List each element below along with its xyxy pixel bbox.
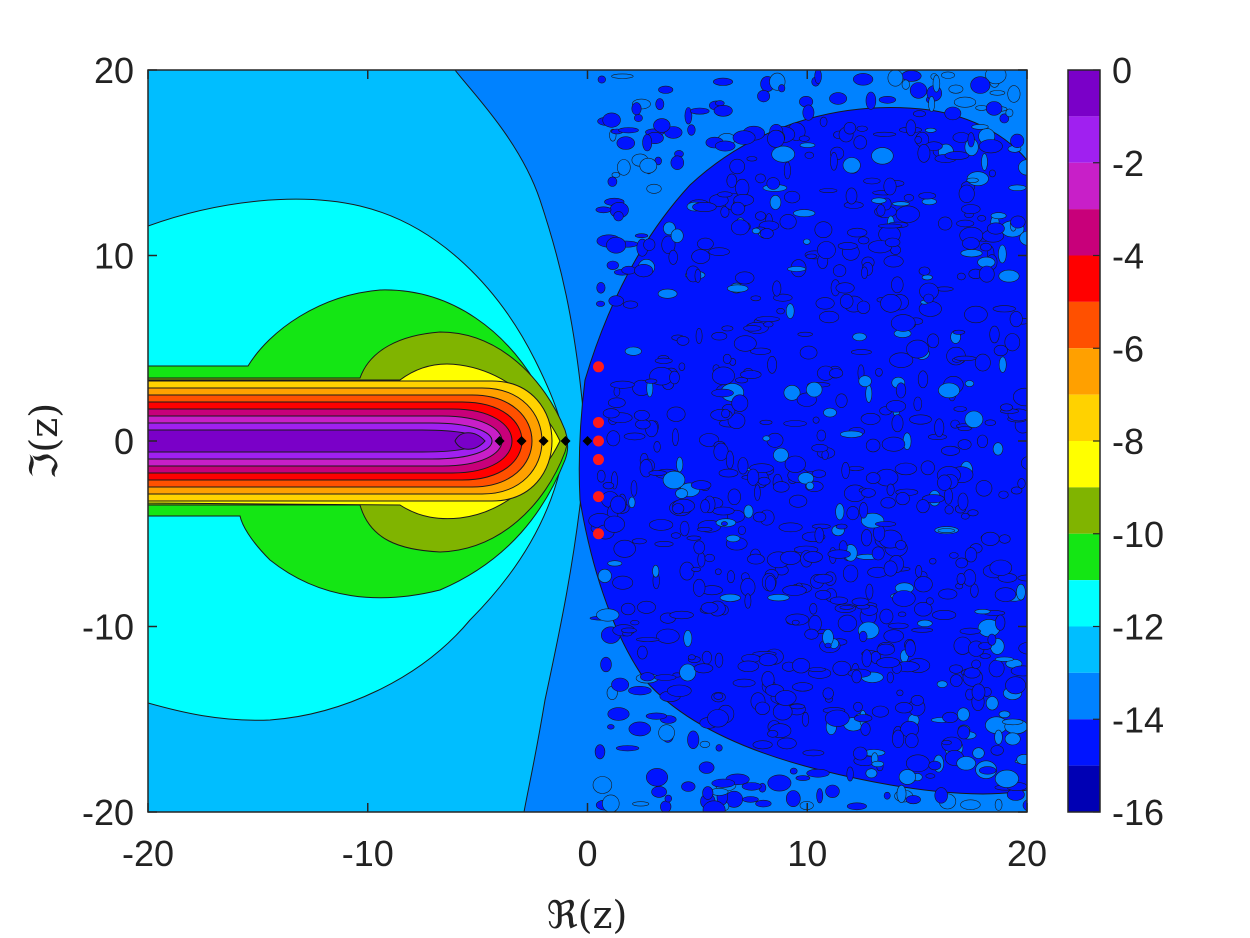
colorbar-swatch [1068, 441, 1100, 488]
y-tick-label: 0 [114, 421, 134, 462]
colorbar-swatch [1068, 533, 1100, 581]
x-tick-label: 20 [1007, 833, 1047, 874]
red-marker [592, 454, 604, 466]
colorbar-swatch [1068, 580, 1100, 627]
colorbar-swatch [1068, 719, 1100, 766]
colorbar-swatch [1068, 209, 1100, 256]
black-marker [516, 436, 527, 446]
colorbar: 0 -2 -4 -6 -8 -10 -12 -14 -16 [1067, 50, 1164, 833]
red-marker [592, 528, 604, 540]
x-tick-label: -10 [342, 833, 394, 874]
colorbar-swatch [1068, 394, 1100, 441]
red-marker [592, 435, 604, 447]
colorbar-swatch [1068, 301, 1100, 349]
colorbar-tick-label: -6 [1112, 328, 1144, 369]
colorbar-swatch [1068, 487, 1100, 534]
colorbar-swatch [1068, 70, 1100, 117]
colorbar-swatch [1068, 672, 1100, 720]
red-marker [592, 491, 604, 503]
colorbar-tick-label: -2 [1112, 143, 1144, 184]
x-tick-label: 10 [787, 833, 827, 874]
black-marker [560, 436, 571, 446]
x-axis-label: ℜ(z) [547, 893, 628, 937]
colorbar-tick-label: -14 [1112, 699, 1164, 740]
markers [494, 361, 604, 540]
y-tick-label: -20 [82, 792, 134, 833]
colorbar-tick-label: -10 [1112, 514, 1164, 555]
colorbar-swatch [1068, 765, 1100, 812]
contour-core [454, 432, 486, 450]
noise-region [578, 70, 1027, 812]
colorbar-tick-label: -12 [1112, 607, 1164, 648]
colorbar-swatch [1068, 116, 1100, 163]
colorbar-swatch [1068, 626, 1100, 673]
x-tick-label: -20 [122, 833, 174, 874]
x-tick-label: 0 [577, 833, 597, 874]
y-tick-label: -10 [82, 607, 134, 648]
red-marker [592, 361, 604, 373]
colorbar-swatch [1068, 255, 1100, 302]
colorbar-swatch [1068, 162, 1100, 210]
plot-area [148, 70, 1027, 812]
colorbar-tick-label: -4 [1112, 236, 1144, 277]
contour-band-8 [148, 429, 483, 453]
y-tick-label: 20 [94, 50, 134, 91]
y-axis: 20 10 0 -10 -20 [82, 50, 1027, 833]
y-tick-label: 10 [94, 236, 134, 277]
black-marker [538, 436, 549, 446]
y-axis-label: ℑ(z) [22, 403, 66, 479]
colorbar-tick-label: -8 [1112, 421, 1144, 462]
colorbar-tick-label: -16 [1112, 792, 1164, 833]
black-marker [582, 436, 593, 446]
black-marker [494, 436, 505, 446]
x-axis: -20 -10 0 10 20 [122, 70, 1047, 874]
colorbar-tick-label: 0 [1112, 50, 1132, 91]
colorbar-swatch [1068, 348, 1100, 395]
red-marker [592, 416, 604, 428]
